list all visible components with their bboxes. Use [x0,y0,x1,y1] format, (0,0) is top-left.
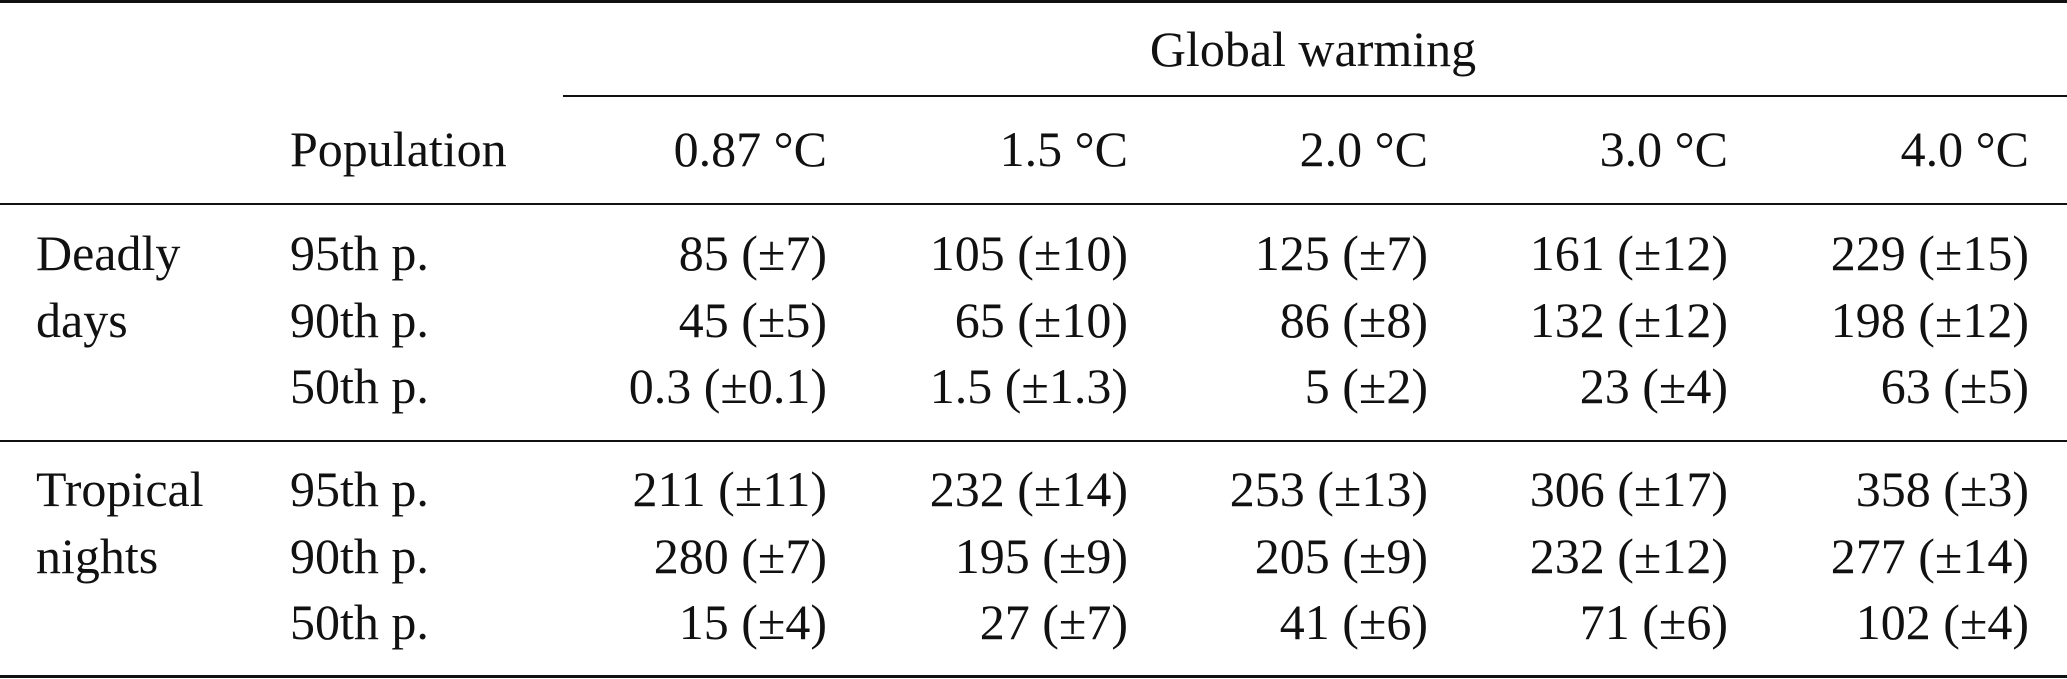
spanner-rule [563,95,2067,97]
table-cell: 5 (±2) [1304,358,1428,414]
group-label-deadly-line2: days [36,292,128,348]
table-cell: 125 (±7) [1254,225,1428,281]
top-rule [0,0,2067,3]
group-label-tropical-line2: nights [36,528,159,584]
table-cell: 41 (±6) [1279,594,1428,650]
table-cell: 27 (±7) [979,594,1128,650]
table-cell: 277 (±14) [1830,528,2029,584]
table-cell: 229 (±15) [1830,225,2029,281]
table-cell: 102 (±4) [1855,594,2029,650]
column-header-population: Population [290,121,507,177]
table-cell: 23 (±4) [1579,358,1728,414]
row-population: 50th p. [290,358,429,414]
table-cell: 306 (±17) [1529,461,1728,517]
row-population: 95th p. [290,461,429,517]
table-cell: 71 (±6) [1579,594,1728,650]
table-cell: 1.5 (±1.3) [929,358,1128,414]
table-cell: 0.3 (±0.1) [628,358,827,414]
spanner-header: Global warming [1149,21,1477,77]
row-population: 90th p. [290,292,429,348]
group-separator-rule [0,440,2067,442]
table-cell: 195 (±9) [954,528,1128,584]
table-cell: 358 (±3) [1855,461,2029,517]
table-cell: 280 (±7) [653,528,827,584]
table-cell: 105 (±10) [929,225,1128,281]
table-cell: 205 (±9) [1254,528,1428,584]
column-header-2-0: 2.0 °C [1299,121,1428,177]
group-label-deadly-line1: Deadly [36,225,181,281]
table-cell: 65 (±10) [954,292,1128,348]
table-cell: 232 (±14) [929,461,1128,517]
table-cell: 253 (±13) [1229,461,1428,517]
row-population: 50th p. [290,594,429,650]
table-cell: 132 (±12) [1529,292,1728,348]
table-cell: 161 (±12) [1529,225,1728,281]
table-cell: 232 (±12) [1529,528,1728,584]
table-cell: 211 (±11) [632,461,827,517]
column-header-4-0: 4.0 °C [1900,121,2029,177]
row-population: 95th p. [290,225,429,281]
bottom-rule [0,675,2067,678]
header-rule [0,203,2067,205]
table-cell: 198 (±12) [1830,292,2029,348]
group-label-tropical-line1: Tropical [36,461,204,517]
column-header-3-0: 3.0 °C [1599,121,1728,177]
table-cell: 85 (±7) [678,225,827,281]
table-cell: 45 (±5) [678,292,827,348]
table-cell: 63 (±5) [1880,358,2029,414]
table-cell: 15 (±4) [678,594,827,650]
table-cell: 86 (±8) [1279,292,1428,348]
column-header-1-5: 1.5 °C [999,121,1128,177]
row-population: 90th p. [290,528,429,584]
column-header-0-87: 0.87 °C [673,121,827,177]
